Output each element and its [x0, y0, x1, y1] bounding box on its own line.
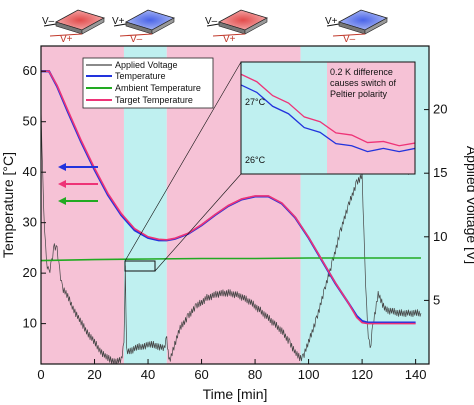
peltier-wire-right — [49, 33, 83, 37]
x-tick-label: 0 — [37, 367, 44, 382]
y-left-tick-label: 60 — [23, 63, 37, 78]
x-tick-label: 80 — [248, 367, 262, 382]
inset: 27°C 26°C 0.2 K difference causes switch… — [240, 61, 416, 175]
x-tick-label: 60 — [194, 367, 208, 382]
x-tick-label: 40 — [141, 367, 155, 382]
y-axis-left-title: Temperature [°C] — [0, 152, 16, 258]
y-left-tick-label: 40 — [23, 164, 37, 179]
x-tick-label: 140 — [405, 367, 427, 382]
peltier-left-label: V+ — [112, 16, 125, 27]
peltier-wire-right — [332, 33, 366, 37]
peltier-wire-right — [212, 33, 246, 37]
peltier-side-face — [81, 17, 105, 35]
legend-label-temperature: Temperature — [115, 71, 166, 81]
x-tick-label: 120 — [351, 367, 373, 382]
peltier-wire-right — [119, 33, 153, 37]
arrow-ambient-head — [58, 197, 66, 205]
arrow-target-head — [58, 180, 66, 188]
plot-frame — [40, 45, 430, 365]
inset-label-26: 26°C — [245, 155, 266, 165]
y-left-tick-label: 30 — [23, 215, 37, 230]
zoom-box — [124, 260, 156, 272]
y-left-tick-label: 20 — [23, 265, 37, 280]
series-lines — [41, 70, 422, 364]
y-axis-right-title: Applied Voltage [V] — [464, 146, 474, 264]
series-line-target — [41, 70, 416, 325]
y-right-tick-label: 15 — [433, 165, 447, 180]
inset-line-target — [241, 73, 415, 147]
inset-background-right — [327, 62, 415, 174]
series-line-ambient — [41, 257, 421, 262]
peltier-icon: V– V+ — [205, 9, 269, 45]
zoom-indicator — [124, 61, 242, 272]
y-right-tick-label: 5 — [433, 292, 440, 307]
peltier-icons: V– V+ V+ V– V– V+ V+ V– — [42, 9, 389, 45]
arrow-temperature-head — [58, 163, 66, 171]
y-left-tick-label: 50 — [23, 114, 37, 129]
peltier-side-face — [244, 17, 268, 35]
inset-label-27: 27°C — [245, 97, 266, 107]
inset-annotation-line2: causes switch of — [330, 78, 397, 88]
inset-line-temperature — [241, 84, 415, 153]
legend-label-target: Target Temperature — [115, 95, 193, 105]
inset-series — [241, 73, 415, 153]
peltier-wire-left — [43, 23, 57, 27]
x-axis-title: Time [min] — [203, 386, 268, 402]
y-left-tick-label: 10 — [23, 316, 37, 331]
peltier-icon: V+ V– — [325, 9, 389, 45]
peltier-wire-left — [113, 23, 127, 27]
y-right-tick-label: 10 — [433, 229, 447, 244]
peltier-icon: V+ V– — [112, 9, 176, 45]
peltier-right-label: V– — [343, 34, 356, 45]
peltier-wire-left — [206, 23, 220, 27]
peltier-side-face — [151, 17, 175, 35]
peltier-right-label: V+ — [223, 34, 236, 45]
inset-annotation-line1: 0.2 K difference — [330, 67, 393, 77]
peltier-right-label: V+ — [60, 34, 73, 45]
series-line-voltage — [41, 107, 422, 364]
peltier-right-label: V– — [130, 34, 143, 45]
y-right-tick-label: 20 — [433, 102, 447, 117]
legend-label-ambient: Ambient Temperature — [115, 83, 201, 93]
x-tick-label: 20 — [87, 367, 101, 382]
peltier-icon: V– V+ — [42, 9, 106, 45]
peltier-side-face — [364, 17, 388, 35]
zoom-connector-right — [154, 173, 242, 272]
peltier-left-label: V– — [205, 16, 218, 27]
inset-frame — [240, 61, 416, 175]
inset-annotation-line3: Peltier polarity — [330, 89, 388, 99]
zoom-connector-left — [124, 61, 242, 262]
peltier-left-label: V– — [42, 16, 55, 27]
peltier-wire-left — [326, 23, 340, 27]
x-tick-label: 100 — [298, 367, 320, 382]
legend-label-voltage: Applied Voltage — [115, 60, 178, 70]
legend: Applied Voltage Temperature Ambient Temp… — [82, 57, 214, 109]
peltier-left-label: V+ — [325, 16, 338, 27]
axis-ticks: 0 20 40 60 80 100 120 140 10 20 30 40 50 60 5 10 15 20 — [23, 63, 448, 382]
